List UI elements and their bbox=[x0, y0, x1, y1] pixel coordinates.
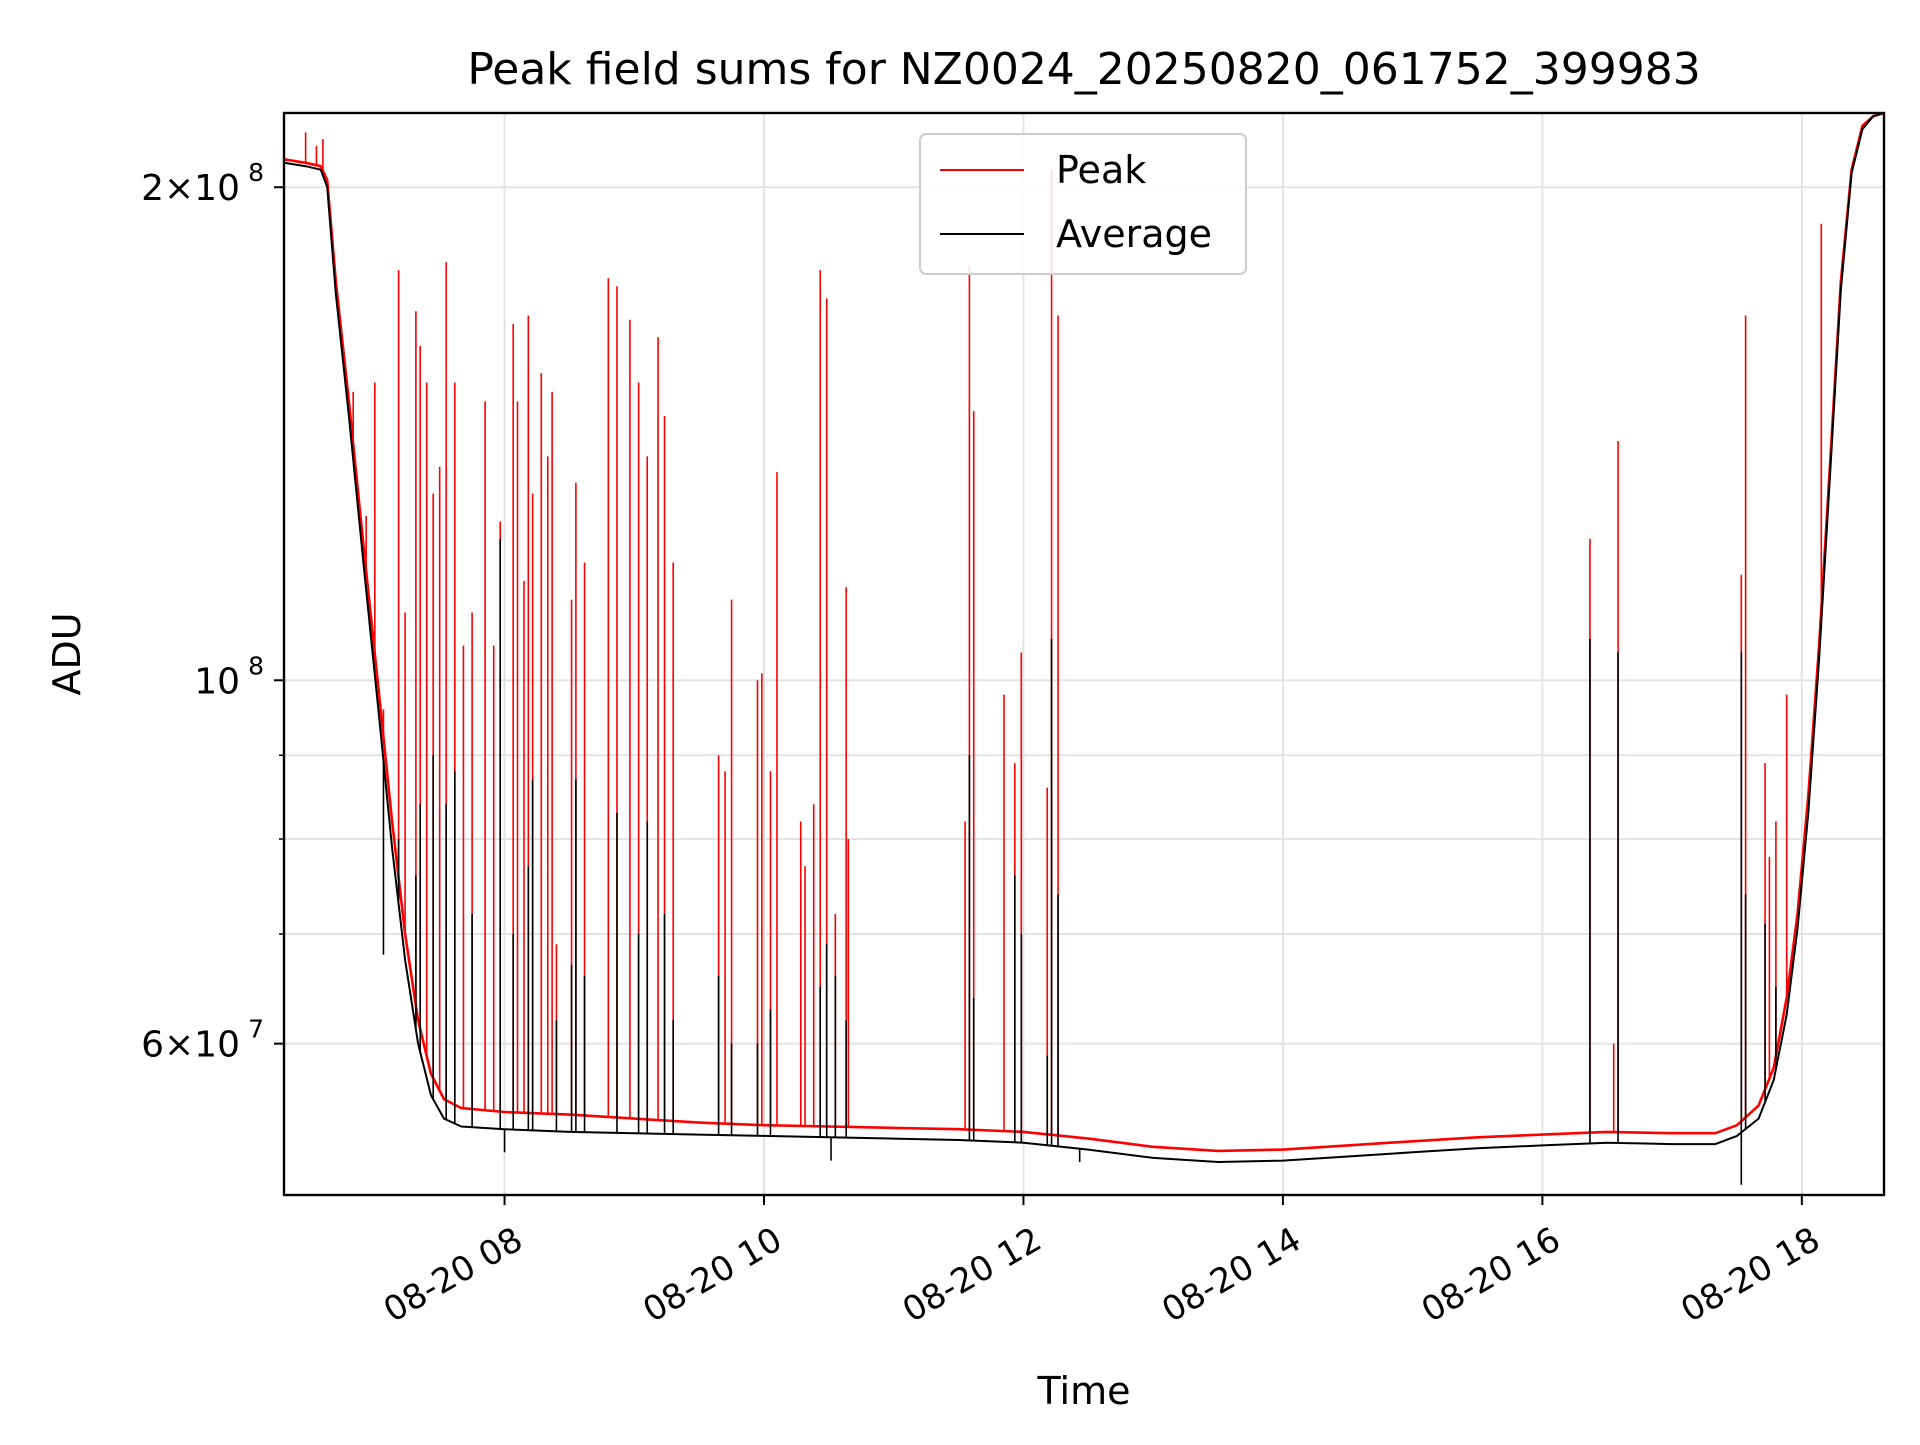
y-axis-ticks: 2×10 8 10 8 6×10 7 bbox=[141, 158, 284, 1066]
x-axis-label: Time bbox=[1037, 1369, 1131, 1413]
plot-frame bbox=[282, 111, 1886, 1197]
y-tick-label: 6×10 7 bbox=[141, 1015, 264, 1066]
legend-peak-label: Peak bbox=[1056, 148, 1146, 192]
y-tick-exponent: 8 bbox=[248, 651, 264, 680]
y-tick-label: 10 8 bbox=[194, 651, 264, 702]
series-line bbox=[283, 111, 1885, 1153]
legend: Peak Average bbox=[919, 133, 1247, 275]
series-average bbox=[283, 112, 1885, 1185]
chart-title: Peak field sums for NZ0024_20250820_0617… bbox=[467, 44, 1700, 95]
series-line bbox=[283, 112, 1885, 1163]
y-tick-label: 2×10 8 bbox=[141, 158, 264, 209]
y-tick-base: 2×10 bbox=[141, 168, 240, 209]
y-axis-label: ADU bbox=[45, 612, 89, 695]
y-tick-base: 6×10 bbox=[141, 1025, 240, 1066]
y-tick-exponent: 7 bbox=[248, 1015, 264, 1044]
legend-average-label: Average bbox=[1056, 212, 1212, 256]
y-tick-base: 10 bbox=[194, 661, 240, 702]
y-tick-exponent: 8 bbox=[248, 158, 264, 187]
series-layer bbox=[283, 111, 1885, 1185]
